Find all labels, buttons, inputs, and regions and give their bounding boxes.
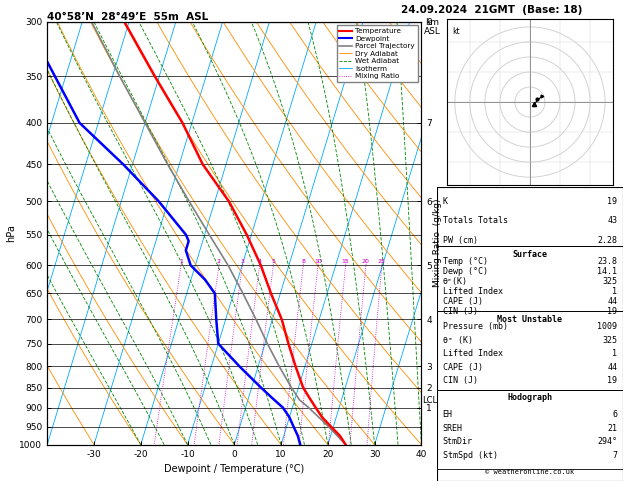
Text: θᵉ (K): θᵉ (K): [443, 336, 473, 345]
Text: Hodograph: Hodograph: [508, 393, 552, 402]
Text: 44: 44: [607, 363, 617, 372]
Text: K: K: [443, 197, 448, 207]
Text: Lifted Index: Lifted Index: [443, 349, 503, 358]
X-axis label: Dewpoint / Temperature (°C): Dewpoint / Temperature (°C): [164, 464, 304, 474]
Text: 20: 20: [362, 259, 370, 264]
Text: 2: 2: [217, 259, 221, 264]
Text: 1: 1: [612, 287, 617, 295]
Text: 294°: 294°: [597, 437, 617, 446]
Text: SREH: SREH: [443, 424, 463, 433]
Text: 10: 10: [314, 259, 322, 264]
Text: 23.8: 23.8: [597, 257, 617, 266]
Text: 21: 21: [607, 424, 617, 433]
Text: 6: 6: [612, 410, 617, 419]
Text: 43: 43: [607, 216, 617, 226]
Text: Dewp (°C): Dewp (°C): [443, 267, 487, 276]
Text: 25: 25: [378, 259, 386, 264]
Text: 24.09.2024  21GMT  (Base: 18): 24.09.2024 21GMT (Base: 18): [401, 5, 582, 15]
Y-axis label: hPa: hPa: [6, 225, 16, 242]
Text: 44: 44: [607, 296, 617, 306]
Text: 1: 1: [612, 349, 617, 358]
Text: CIN (J): CIN (J): [443, 307, 477, 316]
Text: StmSpd (kt): StmSpd (kt): [443, 451, 498, 460]
Text: LCL: LCL: [422, 396, 437, 405]
Text: θᵉ(K): θᵉ(K): [443, 277, 468, 286]
Text: km: km: [425, 18, 439, 27]
Text: Totals Totals: Totals Totals: [443, 216, 508, 226]
Text: CAPE (J): CAPE (J): [443, 296, 482, 306]
Text: 325: 325: [602, 336, 617, 345]
Text: Surface: Surface: [513, 250, 547, 260]
Text: 4: 4: [257, 259, 262, 264]
Text: Lifted Index: Lifted Index: [443, 287, 503, 295]
Text: StmDir: StmDir: [443, 437, 473, 446]
Text: 14.1: 14.1: [597, 267, 617, 276]
Text: Mixing Ratio  (g/kg): Mixing Ratio (g/kg): [433, 199, 442, 287]
Text: EH: EH: [443, 410, 453, 419]
Text: Most Unstable: Most Unstable: [498, 315, 562, 324]
Text: 19: 19: [607, 197, 617, 207]
Text: kt: kt: [452, 27, 459, 36]
Text: Pressure (mb): Pressure (mb): [443, 322, 508, 331]
Text: 5: 5: [271, 259, 275, 264]
Text: 1009: 1009: [597, 322, 617, 331]
Text: 15: 15: [342, 259, 350, 264]
Text: 7: 7: [612, 451, 617, 460]
Legend: Temperature, Dewpoint, Parcel Trajectory, Dry Adiabat, Wet Adiabat, Isotherm, Mi: Temperature, Dewpoint, Parcel Trajectory…: [337, 25, 418, 82]
Text: 2.28: 2.28: [597, 236, 617, 244]
Text: PW (cm): PW (cm): [443, 236, 477, 244]
Text: 325: 325: [602, 277, 617, 286]
Text: 8: 8: [301, 259, 305, 264]
Text: CIN (J): CIN (J): [443, 376, 477, 385]
Text: 19: 19: [607, 376, 617, 385]
Text: 3: 3: [240, 259, 244, 264]
Text: © weatheronline.co.uk: © weatheronline.co.uk: [486, 469, 574, 475]
Text: 1: 1: [179, 259, 183, 264]
Text: ASL: ASL: [424, 27, 440, 36]
Text: 19: 19: [607, 307, 617, 316]
Text: CAPE (J): CAPE (J): [443, 363, 482, 372]
Text: 40°58’N  28°49’E  55m  ASL: 40°58’N 28°49’E 55m ASL: [47, 12, 208, 22]
Text: Temp (°C): Temp (°C): [443, 257, 487, 266]
